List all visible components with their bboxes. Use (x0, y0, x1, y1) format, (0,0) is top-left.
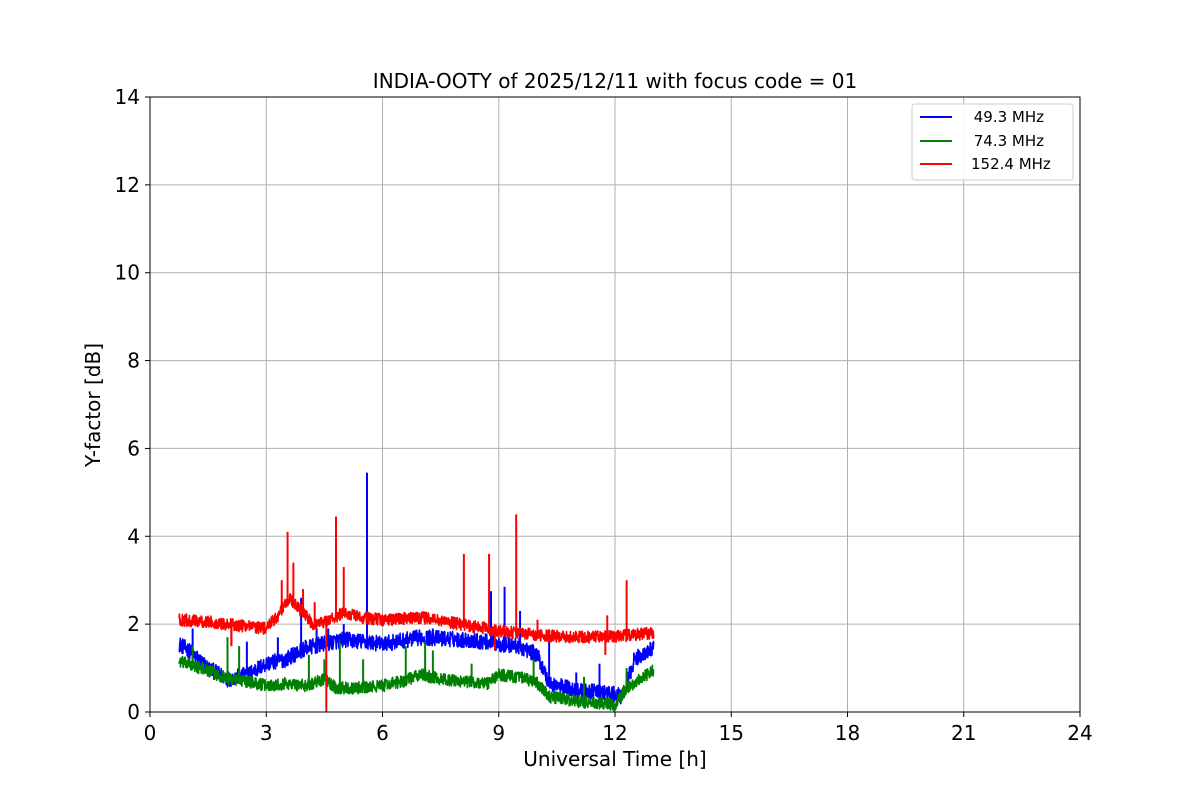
series-line (178, 593, 655, 644)
x-tick-label: 3 (260, 721, 273, 745)
y-tick-label: 10 (115, 261, 140, 285)
series-line (178, 629, 655, 705)
legend-box (911, 103, 1074, 181)
legend-label-49-3-mhz: 49.3 MHz (969, 108, 1044, 126)
y-tick-label: 6 (127, 436, 140, 460)
x-tick-label: 12 (602, 721, 627, 745)
y-tick-label: 12 (115, 173, 140, 197)
y-tick-label: 0 (127, 700, 140, 724)
x-tick-label: 18 (835, 721, 860, 745)
y-tick-label: 14 (115, 85, 140, 109)
y-axis-label: Y-factor [dB] (81, 343, 105, 468)
x-axis-label: Universal Time [h] (523, 747, 706, 771)
series-line (178, 655, 655, 712)
legend: 49.3 MHz 74.3 MHz 152.4 MHz (911, 103, 1074, 181)
x-tick-label: 6 (376, 721, 389, 745)
x-tick-label: 0 (144, 721, 157, 745)
series-group (178, 472, 655, 712)
x-tick-label: 15 (719, 721, 744, 745)
chart-title: INDIA-OOTY of 2025/12/11 with focus code… (373, 69, 857, 93)
legend-label-152-4-mhz: 152.4 MHz (971, 155, 1051, 173)
y-tick-label: 4 (127, 524, 140, 548)
x-tick-label: 21 (951, 721, 976, 745)
legend-label-74-3-mhz: 74.3 MHz (969, 132, 1044, 150)
series-74-3-mhz (178, 637, 655, 712)
y-tick-label: 8 (127, 349, 140, 373)
x-tick-label: 24 (1067, 721, 1092, 745)
series-152-4-mhz (178, 514, 655, 712)
y-tick-label: 2 (127, 612, 140, 636)
x-tick-label: 9 (492, 721, 505, 745)
